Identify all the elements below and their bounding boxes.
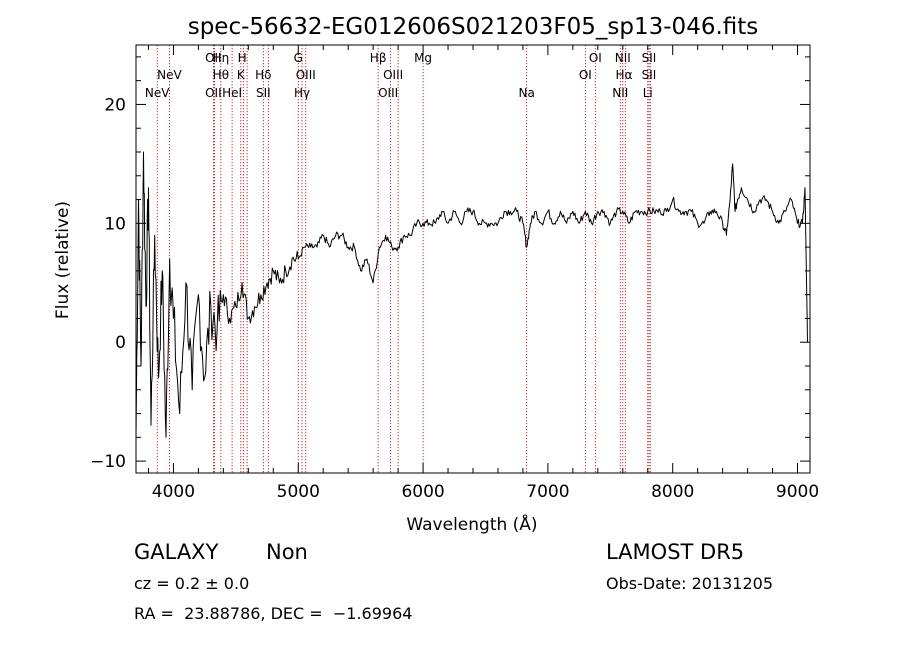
line-label: OII xyxy=(205,86,222,100)
line-label: Hη xyxy=(213,51,230,65)
line-label: Li xyxy=(643,86,653,100)
ra-dec: RA = 23.88786, DEC = −1.69964 xyxy=(134,604,413,623)
line-label: G xyxy=(294,51,303,65)
line-label: Hγ xyxy=(294,86,310,100)
x-tick-label: 4000 xyxy=(152,482,195,502)
x-tick-label: 5000 xyxy=(277,482,320,502)
y-tick-label: 20 xyxy=(104,95,126,115)
line-label: NeV xyxy=(157,68,182,82)
plot-frame xyxy=(135,44,811,474)
emission-line-markers xyxy=(156,45,651,473)
x-tick-label: 8000 xyxy=(651,482,694,502)
line-label: OIII xyxy=(378,86,398,100)
obs-date: Obs-Date: 20131205 xyxy=(606,574,774,593)
line-label: Hδ xyxy=(255,68,271,82)
line-label: H xyxy=(238,51,247,65)
x-tick-label: 6000 xyxy=(401,482,444,502)
line-label: OI xyxy=(579,68,592,82)
object-class: GALAXY xyxy=(134,540,219,564)
line-label: Mg xyxy=(414,51,432,65)
x-axis-label: Wavelength (Å) xyxy=(406,513,537,535)
spectrum-line xyxy=(135,151,808,438)
axis-ticks: 4000 5000 6000 7000 8000 9000 −10 0 10 20 xyxy=(90,45,819,502)
x-tick-label: 7000 xyxy=(526,482,569,502)
line-label: SII xyxy=(642,51,657,65)
line-label: SII xyxy=(642,68,657,82)
line-label: OIII xyxy=(296,68,316,82)
line-label: K xyxy=(237,68,246,82)
line-label: Hα xyxy=(616,68,633,82)
line-label: OIII xyxy=(383,68,403,82)
line-label: HeI xyxy=(222,86,242,100)
line-label: OI xyxy=(589,51,602,65)
line-label: NII xyxy=(615,51,631,65)
line-label: OII xyxy=(205,51,222,65)
line-label: NII xyxy=(612,86,628,100)
y-axis-label: Flux (relative) xyxy=(53,201,73,319)
line-label: Hθ xyxy=(213,68,229,82)
line-label: Hβ xyxy=(370,51,387,65)
line-label: NeV xyxy=(145,86,170,100)
line-label: SII xyxy=(256,86,271,100)
line-label: Na xyxy=(518,86,534,100)
y-tick-label: 0 xyxy=(115,333,126,353)
spectrum-series xyxy=(135,151,808,438)
y-tick-label: 10 xyxy=(104,214,126,234)
chart-title: spec-56632-EG012606S021203F05_sp13-046.f… xyxy=(188,14,759,40)
redshift-cz: cz = 0.2 ± 0.0 xyxy=(134,574,250,593)
x-tick-label: 9000 xyxy=(776,482,819,502)
survey-name: LAMOST DR5 xyxy=(606,540,745,564)
object-subclass: Non xyxy=(266,540,308,564)
y-tick-label: −10 xyxy=(90,452,126,472)
